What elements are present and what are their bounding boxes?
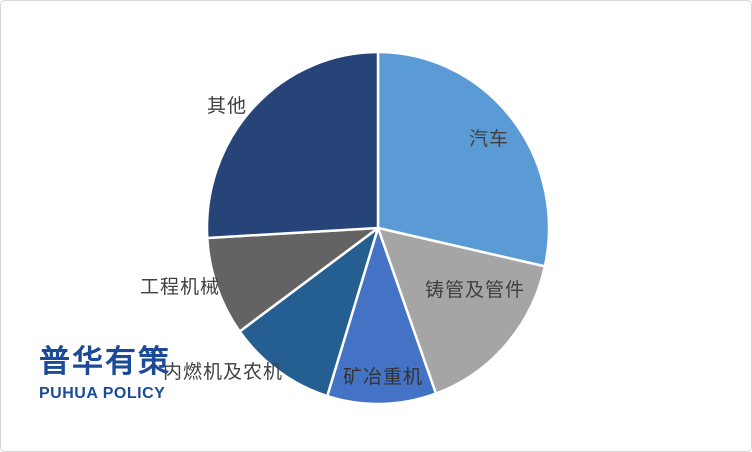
brand-name-chinese: 普华有策 [39, 344, 171, 379]
slice-label-others: 其他 [207, 96, 248, 117]
pie-slice-automobile [376, 50, 551, 268]
slice-label-automobile: 汽车 [469, 129, 510, 150]
pie-slice-construction [206, 226, 380, 333]
brand-logo: 普华有策 PUHUA POLICY [39, 344, 171, 403]
pie-slice-cast-pipes [376, 226, 547, 395]
slice-label-construction: 工程机械 [140, 277, 221, 298]
pie-slice-mining [325, 226, 438, 406]
slice-label-cast-pipes: 铸管及管件 [425, 280, 526, 301]
pie-slice-others [205, 50, 380, 240]
brand-name-english: PUHUA POLICY [39, 385, 166, 402]
slice-label-engines-agri: 内燃机及农机 [163, 362, 284, 383]
pie-slice-engines-agri [238, 226, 380, 398]
slice-label-mining: 矿冶重机 [343, 367, 424, 388]
